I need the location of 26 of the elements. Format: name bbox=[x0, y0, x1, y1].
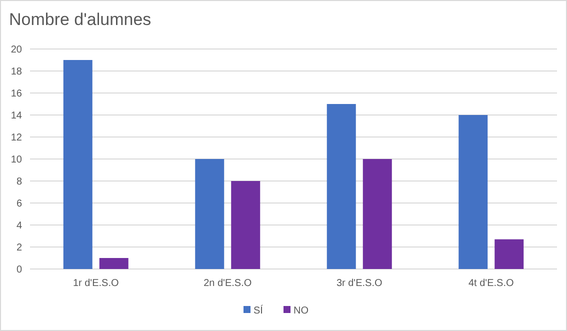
legend-label: NO bbox=[294, 306, 309, 316]
y-tick-label: 20 bbox=[10, 44, 22, 56]
x-tick-label: 1r d'E.S.O bbox=[72, 278, 119, 289]
legend-label: SÍ bbox=[254, 304, 264, 316]
y-tick-label: 8 bbox=[16, 176, 22, 188]
y-tick-label: 12 bbox=[10, 132, 22, 144]
y-tick-label: 4 bbox=[16, 220, 22, 232]
y-tick-label: 16 bbox=[10, 88, 22, 100]
bar bbox=[231, 181, 260, 269]
y-tick-label: 2 bbox=[16, 242, 22, 254]
y-tick-label: 14 bbox=[10, 110, 22, 122]
y-tick-label: 18 bbox=[10, 66, 22, 78]
bar bbox=[195, 159, 224, 269]
bar bbox=[362, 159, 392, 269]
x-tick-label: 3r d'E.S.O bbox=[336, 278, 382, 289]
y-tick-label: 6 bbox=[16, 198, 22, 210]
y-tick-label: 0 bbox=[16, 264, 22, 276]
y-tick-label: 10 bbox=[10, 154, 22, 166]
x-tick-label: 2n d'E.S.O bbox=[204, 278, 252, 289]
bar bbox=[99, 258, 128, 269]
bar bbox=[63, 60, 92, 269]
bar bbox=[326, 104, 356, 269]
x-tick-label: 4t d'E.S.O bbox=[468, 278, 514, 289]
chart-title: Nombre d'alumnes bbox=[9, 10, 152, 29]
bar bbox=[494, 239, 524, 269]
bar bbox=[458, 115, 488, 269]
